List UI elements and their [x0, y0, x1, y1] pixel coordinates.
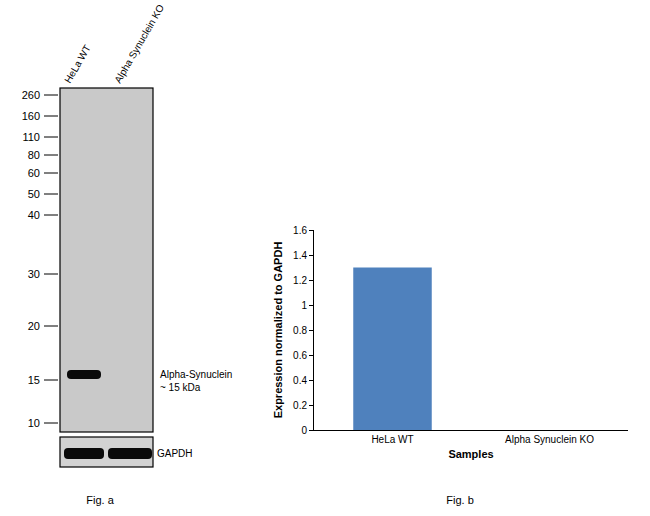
svg-text:1.4: 1.4	[293, 250, 307, 261]
svg-text:1: 1	[301, 300, 307, 311]
svg-text:20: 20	[28, 320, 40, 332]
svg-text:40: 40	[28, 209, 40, 221]
svg-text:0.2: 0.2	[293, 400, 307, 411]
svg-text:0.6: 0.6	[293, 350, 307, 361]
svg-text:60: 60	[28, 167, 40, 179]
svg-text:160: 160	[22, 110, 40, 122]
svg-text:Alpha Synuclein KO: Alpha Synuclein KO	[505, 434, 594, 445]
svg-text:~ 15 kDa: ~ 15 kDa	[160, 382, 201, 393]
svg-text:110: 110	[22, 131, 40, 143]
svg-text:0: 0	[301, 425, 307, 436]
svg-text:260: 260	[22, 89, 40, 101]
svg-text:80: 80	[28, 149, 40, 161]
svg-text:Samples: Samples	[448, 448, 493, 460]
svg-text:30: 30	[28, 268, 40, 280]
svg-text:50: 50	[28, 188, 40, 200]
svg-text:Alpha-Synuclein: Alpha-Synuclein	[160, 369, 232, 380]
svg-text:1.6: 1.6	[293, 225, 307, 236]
svg-text:Alpha Synuclein KO: Alpha Synuclein KO	[112, 2, 166, 85]
svg-text:GAPDH: GAPDH	[157, 448, 193, 459]
html-text:Fig. b: Fig. b	[446, 494, 474, 506]
svg-text:0.4: 0.4	[293, 375, 307, 386]
svg-text:1.2: 1.2	[293, 275, 307, 286]
svg-text:HeLa WT: HeLa WT	[371, 434, 413, 445]
svg-text:HeLa WT: HeLa WT	[62, 43, 93, 85]
html-text:Fig. a: Fig. a	[86, 494, 114, 506]
svg-text:Expression normalized to GAPDH: Expression normalized to GAPDH	[272, 242, 284, 419]
svg-text:15: 15	[28, 374, 40, 386]
svg-text:10: 10	[28, 417, 40, 429]
svg-text:0.8: 0.8	[293, 325, 307, 336]
